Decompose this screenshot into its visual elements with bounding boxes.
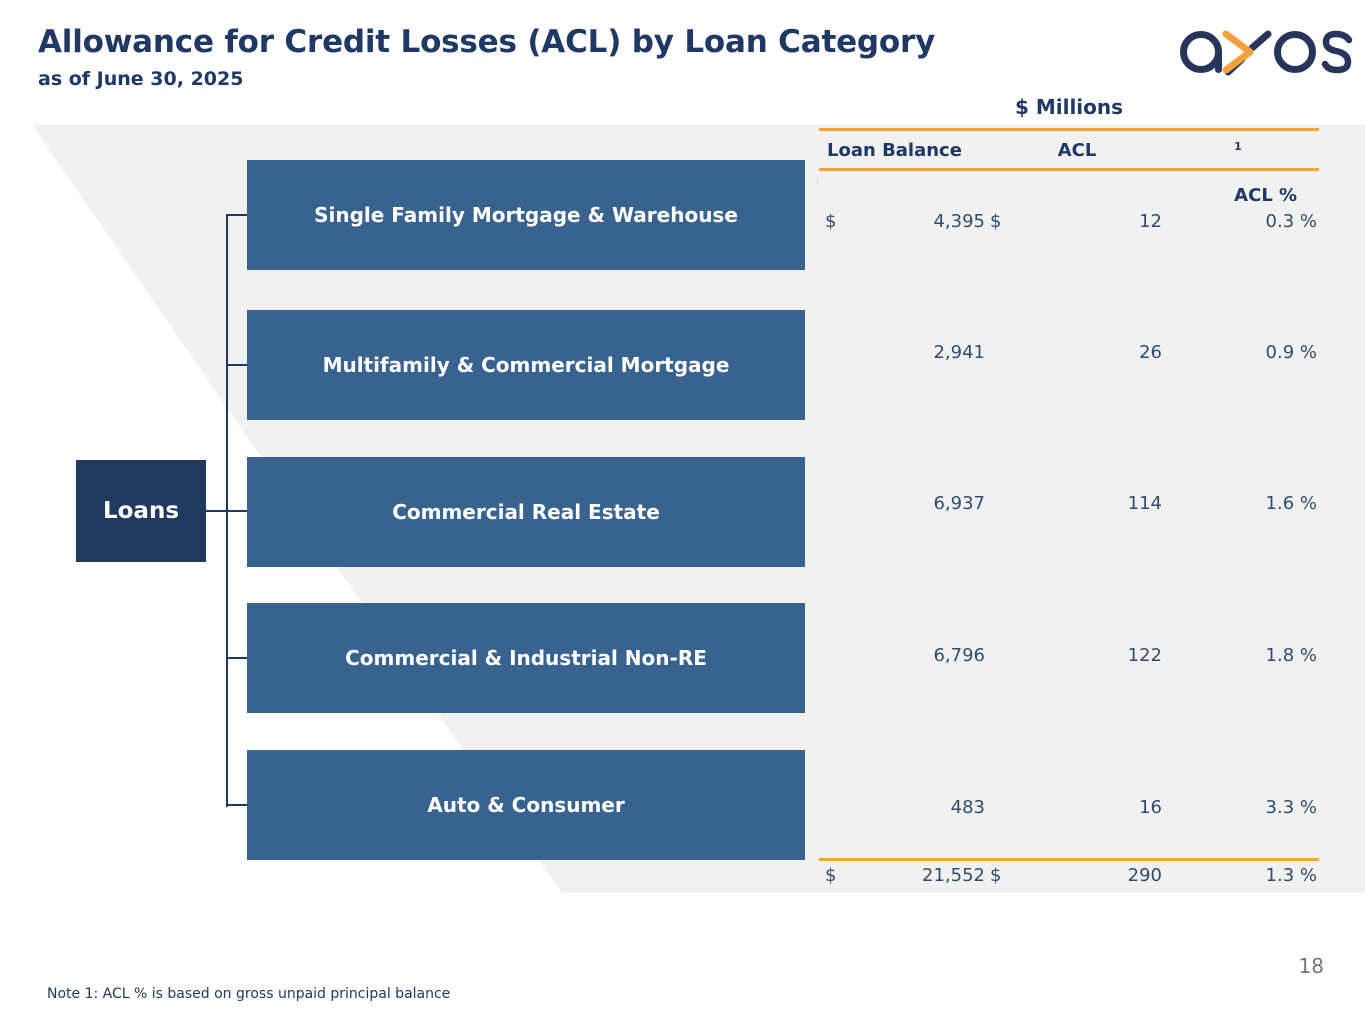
axos-logo — [1180, 30, 1353, 76]
category-box-ci-non-re: Commercial & Industrial Non-RE — [247, 603, 805, 713]
column-header-loan-balance: Loan Balance — [827, 140, 962, 161]
loan-balance-value: 2,941 — [933, 342, 985, 363]
acl-value: 16 — [1139, 797, 1162, 818]
loan-balance-value: 6,937 — [933, 493, 985, 514]
logo-s-icon — [1321, 30, 1353, 74]
acl-pct-value: 1.6 % — [1265, 493, 1317, 514]
table-rule-header-bottom — [819, 168, 1319, 171]
loan-balance-value: 6,796 — [933, 645, 985, 666]
logo-x-navy-top-icon — [1248, 30, 1272, 52]
connector-root-link — [206, 510, 247, 512]
table-units-label: $ Millions — [1014, 95, 1124, 119]
table-row: $ 4,395 $ 12 0.3 % — [818, 211, 1320, 237]
table-rule-top — [819, 128, 1319, 131]
acl-pct-value: 3.3 % — [1265, 797, 1317, 818]
table-total-row: $ 21,552 $ 290 1.3 % — [818, 865, 1320, 891]
page-title: Allowance for Credit Losses (ACL) by Loa… — [38, 24, 936, 60]
acl-pct-value: 1.8 % — [1265, 645, 1317, 666]
loan-balance-value: 483 — [950, 797, 985, 818]
connector-stub-1 — [226, 214, 247, 216]
logo-x-orange-chevron-icon — [1222, 30, 1254, 74]
acl-value: 114 — [1127, 493, 1162, 514]
acl-value: 122 — [1127, 645, 1162, 666]
table-row: 6,937 114 1.6 % — [818, 493, 1320, 519]
table-row: 6,796 122 1.8 % — [818, 645, 1320, 671]
connector-stub-2 — [226, 364, 247, 366]
acl-pct-value: 0.3 % — [1265, 211, 1317, 232]
acl-value: 12 — [1139, 211, 1162, 232]
table-row: 2,941 26 0.9 % — [818, 342, 1320, 368]
loans-root-box: Loans — [76, 460, 206, 562]
connector-stub-5 — [226, 804, 247, 806]
table-rule-total — [819, 858, 1319, 861]
page-subtitle: as of June 30, 2025 — [38, 68, 244, 90]
total-acl-currency: $ — [990, 865, 1002, 886]
acl-value: 26 — [1139, 342, 1162, 363]
loan-balance-currency: $ — [825, 211, 837, 232]
table-row: 483 16 3.3 % — [818, 797, 1320, 823]
page-number: 18 — [1298, 954, 1324, 978]
total-acl-pct-value: 1.3 % — [1265, 865, 1317, 886]
acl-table: $ Millions Loan Balance ACL ACL % 1 $ 4,3… — [818, 95, 1320, 900]
acl-pct-value: 0.9 % — [1265, 342, 1317, 363]
category-box-cre: Commercial Real Estate — [247, 457, 805, 567]
footnote: Note 1: ACL % is based on gross unpaid p… — [47, 986, 451, 1002]
connector-stub-4 — [226, 657, 247, 659]
column-header-acl-pct: ACL % 1 — [1234, 140, 1298, 206]
total-loan-balance-value: 21,552 — [922, 865, 985, 886]
stray-mark: ' — [816, 178, 820, 192]
total-acl-value: 290 — [1127, 865, 1162, 886]
category-box-auto-consumer: Auto & Consumer — [247, 750, 805, 860]
logo-a-icon — [1180, 31, 1222, 73]
category-box-multifamily: Multifamily & Commercial Mortgage — [247, 310, 805, 420]
logo-o-icon — [1274, 31, 1316, 73]
total-loan-balance-currency: $ — [825, 865, 837, 886]
footnote-marker: 1 — [1234, 140, 1242, 153]
loan-balance-value: 4,395 — [933, 211, 985, 232]
column-header-acl: ACL — [1057, 140, 1097, 161]
acl-currency: $ — [990, 211, 1002, 232]
category-box-single-family: Single Family Mortgage & Warehouse — [247, 160, 805, 270]
